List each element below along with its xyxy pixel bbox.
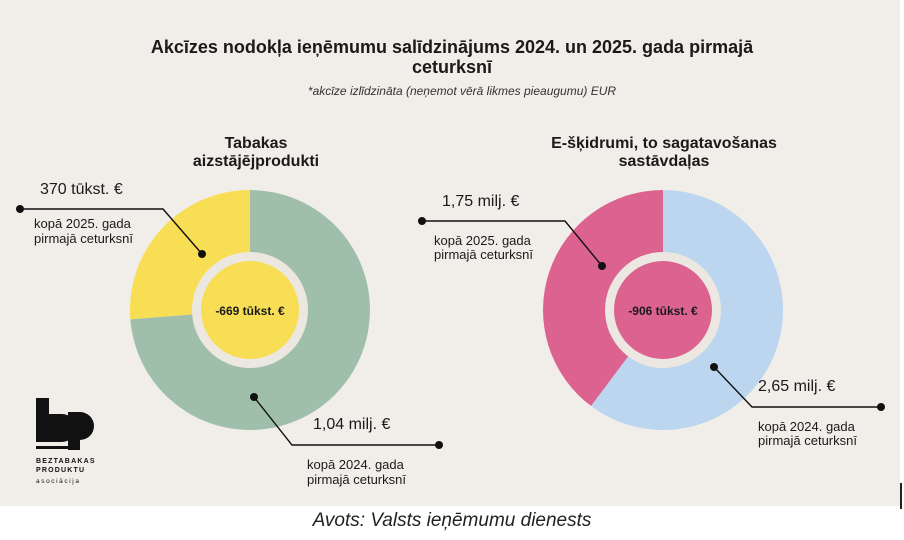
value-label-tabakas-2024: 1,04 milj. €: [313, 416, 390, 433]
period-label-line-2: pirmajā ceturksnī: [307, 472, 406, 487]
period-label-line-2: pirmajā ceturksnī: [434, 247, 533, 262]
leader-dot: [710, 363, 718, 371]
donut1-center-label: -669 tūkst. €: [215, 304, 285, 318]
logo-name-line-1: BEZTABAKAS: [36, 458, 96, 465]
slice-2025-e-skidrumi: [543, 190, 663, 407]
title-line-2: ceturksnī: [412, 57, 493, 77]
logo-name-line-3: asociācija: [36, 478, 81, 485]
chart1-title-line-2: aizstājējprodukti: [193, 153, 319, 170]
value-label-tabakas-2025: 370 tūkst. €: [40, 181, 123, 198]
period-label-line-2: pirmajā ceturksnī: [34, 231, 133, 246]
value-label-e-skidrumi-2025: 1,75 milj. €: [442, 193, 519, 210]
period-label-line-2: pirmajā ceturksnī: [758, 433, 857, 448]
chart1-title-line-1: Tabakas: [225, 135, 288, 152]
donut-1: -669 tūkst. €: [129, 189, 370, 431]
leader-line-e-skidrumi-2024: [713, 366, 881, 408]
donut-charts: Akcīzes nodokļa ieņēmumu salīdzinājums 2…: [16, 37, 885, 487]
period-label-line-1: kopā 2025. gada: [34, 216, 132, 231]
logo-p-stem: [68, 412, 80, 450]
title-line-1: Akcīzes nodokļa ieņēmumu salīdzinājums 2…: [151, 37, 754, 57]
leader-lines: [20, 208, 881, 446]
leader-dot: [250, 393, 258, 401]
leader-dot: [598, 262, 606, 270]
chart2-title-line-1: E-šķidrumi, to sagatavošanas: [551, 135, 777, 152]
period-label-line-1: kopā 2024. gada: [758, 419, 856, 434]
period-label-line-1: kopā 2024. gada: [307, 457, 405, 472]
leader-dot: [435, 441, 443, 449]
leader-dot: [198, 250, 206, 258]
logo-b-stem: [36, 398, 49, 442]
donut2-center-label: -906 tūkst. €: [628, 304, 698, 318]
bp-logo: BEZTABAKAS PRODUKTU asociācija: [36, 398, 96, 485]
period-label-line-1: kopā 2025. gada: [434, 233, 532, 248]
leader-dots: [16, 205, 885, 449]
logo-underline: [36, 446, 68, 449]
panel-edge: [900, 483, 902, 509]
leader-line-e-skidrumi-2025: [422, 220, 603, 267]
logo-name-line-2: PRODUKTU: [36, 467, 85, 474]
donut2-center: [614, 261, 712, 359]
subtitle: *akcīze izlīdzināta (neņemot vērā likmes…: [308, 84, 616, 98]
leader-line-tabakas-2025: [20, 208, 203, 255]
leader-dot: [16, 205, 24, 213]
leader-line-tabakas-2024: [253, 396, 439, 446]
leader-dot: [877, 403, 885, 411]
value-label-e-skidrumi-2024: 2,65 milj. €: [758, 378, 835, 395]
leader-dot: [418, 217, 426, 225]
donut-2: -906 tūkst. €: [543, 190, 784, 431]
chart2-title-line-2: sastāvdaļas: [619, 153, 710, 170]
source-caption: Avots: Valsts ieņēmumu dienests: [312, 510, 592, 531]
donut1-center: [201, 261, 299, 359]
